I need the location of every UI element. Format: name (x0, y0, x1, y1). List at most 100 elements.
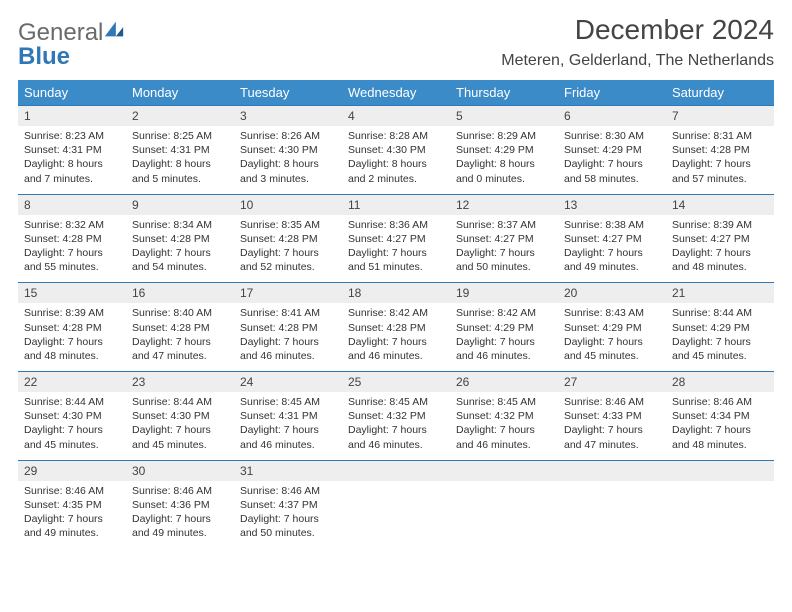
sunset-line: Sunset: 4:29 PM (456, 321, 552, 335)
calendar-day-cell: 30Sunrise: 8:46 AMSunset: 4:36 PMDayligh… (126, 460, 234, 549)
day-details: Sunrise: 8:44 AMSunset: 4:29 PMDaylight:… (666, 303, 774, 371)
day-details: Sunrise: 8:46 AMSunset: 4:37 PMDaylight:… (234, 481, 342, 549)
calendar-week-row: 8Sunrise: 8:32 AMSunset: 4:28 PMDaylight… (18, 194, 774, 283)
sunset-line: Sunset: 4:31 PM (132, 143, 228, 157)
sunrise-line: Sunrise: 8:43 AM (564, 306, 660, 320)
daylight-line: Daylight: 7 hours and 47 minutes. (564, 423, 660, 451)
calendar-day-cell: 27Sunrise: 8:46 AMSunset: 4:33 PMDayligh… (558, 371, 666, 460)
dow-tue: Tuesday (234, 80, 342, 105)
sunset-line: Sunset: 4:27 PM (348, 232, 444, 246)
sunset-line: Sunset: 4:29 PM (456, 143, 552, 157)
day-number: 30 (126, 460, 234, 481)
sunset-line: Sunset: 4:28 PM (24, 232, 120, 246)
day-details: Sunrise: 8:39 AMSunset: 4:27 PMDaylight:… (666, 215, 774, 283)
daylight-line: Daylight: 7 hours and 46 minutes. (240, 423, 336, 451)
daylight-line: Daylight: 8 hours and 5 minutes. (132, 157, 228, 185)
day-details (342, 481, 450, 540)
day-number: 15 (18, 282, 126, 303)
dow-thu: Thursday (450, 80, 558, 105)
day-number (666, 460, 774, 481)
calendar-day-cell: 15Sunrise: 8:39 AMSunset: 4:28 PMDayligh… (18, 282, 126, 371)
day-details (558, 481, 666, 540)
sunrise-line: Sunrise: 8:44 AM (672, 306, 768, 320)
day-number: 13 (558, 194, 666, 215)
calendar-empty-cell (342, 460, 450, 549)
daylight-line: Daylight: 8 hours and 0 minutes. (456, 157, 552, 185)
calendar-week-row: 15Sunrise: 8:39 AMSunset: 4:28 PMDayligh… (18, 282, 774, 371)
day-details (450, 481, 558, 540)
sunrise-line: Sunrise: 8:39 AM (672, 218, 768, 232)
day-number: 31 (234, 460, 342, 481)
sunset-line: Sunset: 4:32 PM (348, 409, 444, 423)
sunrise-line: Sunrise: 8:31 AM (672, 129, 768, 143)
location-subtitle: Meteren, Gelderland, The Netherlands (501, 52, 774, 70)
day-number: 10 (234, 194, 342, 215)
sunrise-line: Sunrise: 8:44 AM (132, 395, 228, 409)
dow-sat: Saturday (666, 80, 774, 105)
day-details: Sunrise: 8:28 AMSunset: 4:30 PMDaylight:… (342, 126, 450, 194)
day-details: Sunrise: 8:39 AMSunset: 4:28 PMDaylight:… (18, 303, 126, 371)
day-details: Sunrise: 8:30 AMSunset: 4:29 PMDaylight:… (558, 126, 666, 194)
daylight-line: Daylight: 7 hours and 55 minutes. (24, 246, 120, 274)
sunset-line: Sunset: 4:28 PM (240, 321, 336, 335)
day-details: Sunrise: 8:44 AMSunset: 4:30 PMDaylight:… (18, 392, 126, 460)
sunrise-line: Sunrise: 8:44 AM (24, 395, 120, 409)
day-number: 21 (666, 282, 774, 303)
sunset-line: Sunset: 4:27 PM (672, 232, 768, 246)
sunrise-line: Sunrise: 8:37 AM (456, 218, 552, 232)
day-number: 19 (450, 282, 558, 303)
calendar-day-cell: 29Sunrise: 8:46 AMSunset: 4:35 PMDayligh… (18, 460, 126, 549)
calendar-day-cell: 28Sunrise: 8:46 AMSunset: 4:34 PMDayligh… (666, 371, 774, 460)
sunrise-line: Sunrise: 8:46 AM (564, 395, 660, 409)
daylight-line: Daylight: 7 hours and 49 minutes. (24, 512, 120, 540)
day-details (666, 481, 774, 540)
day-details: Sunrise: 8:29 AMSunset: 4:29 PMDaylight:… (450, 126, 558, 194)
calendar-day-cell: 2Sunrise: 8:25 AMSunset: 4:31 PMDaylight… (126, 105, 234, 194)
day-details: Sunrise: 8:44 AMSunset: 4:30 PMDaylight:… (126, 392, 234, 460)
sunrise-line: Sunrise: 8:40 AM (132, 306, 228, 320)
sunset-line: Sunset: 4:29 PM (564, 321, 660, 335)
sunset-line: Sunset: 4:37 PM (240, 498, 336, 512)
calendar-day-cell: 26Sunrise: 8:45 AMSunset: 4:32 PMDayligh… (450, 371, 558, 460)
calendar-empty-cell (558, 460, 666, 549)
daylight-line: Daylight: 7 hours and 47 minutes. (132, 335, 228, 363)
day-number: 12 (450, 194, 558, 215)
daylight-line: Daylight: 7 hours and 49 minutes. (564, 246, 660, 274)
daylight-line: Daylight: 7 hours and 46 minutes. (348, 423, 444, 451)
dow-sun: Sunday (18, 80, 126, 105)
daylight-line: Daylight: 8 hours and 3 minutes. (240, 157, 336, 185)
daylight-line: Daylight: 8 hours and 2 minutes. (348, 157, 444, 185)
day-of-week-row: Sunday Monday Tuesday Wednesday Thursday… (18, 80, 774, 105)
day-details: Sunrise: 8:25 AMSunset: 4:31 PMDaylight:… (126, 126, 234, 194)
sunset-line: Sunset: 4:28 PM (672, 143, 768, 157)
sunset-line: Sunset: 4:31 PM (240, 409, 336, 423)
day-number: 2 (126, 105, 234, 126)
day-number: 27 (558, 371, 666, 392)
day-details: Sunrise: 8:36 AMSunset: 4:27 PMDaylight:… (342, 215, 450, 283)
page-title: December 2024 (501, 14, 774, 46)
sunset-line: Sunset: 4:35 PM (24, 498, 120, 512)
sunset-line: Sunset: 4:29 PM (672, 321, 768, 335)
calendar-day-cell: 5Sunrise: 8:29 AMSunset: 4:29 PMDaylight… (450, 105, 558, 194)
dow-wed: Wednesday (342, 80, 450, 105)
day-details: Sunrise: 8:45 AMSunset: 4:31 PMDaylight:… (234, 392, 342, 460)
daylight-line: Daylight: 7 hours and 48 minutes. (672, 423, 768, 451)
calendar-day-cell: 31Sunrise: 8:46 AMSunset: 4:37 PMDayligh… (234, 460, 342, 549)
day-number: 9 (126, 194, 234, 215)
day-details: Sunrise: 8:37 AMSunset: 4:27 PMDaylight:… (450, 215, 558, 283)
sunrise-line: Sunrise: 8:45 AM (456, 395, 552, 409)
day-details: Sunrise: 8:34 AMSunset: 4:28 PMDaylight:… (126, 215, 234, 283)
daylight-line: Daylight: 7 hours and 46 minutes. (456, 335, 552, 363)
sunset-line: Sunset: 4:27 PM (456, 232, 552, 246)
daylight-line: Daylight: 7 hours and 57 minutes. (672, 157, 768, 185)
daylight-line: Daylight: 8 hours and 7 minutes. (24, 157, 120, 185)
day-details: Sunrise: 8:35 AMSunset: 4:28 PMDaylight:… (234, 215, 342, 283)
day-number: 7 (666, 105, 774, 126)
sunrise-line: Sunrise: 8:29 AM (456, 129, 552, 143)
sunrise-line: Sunrise: 8:46 AM (240, 484, 336, 498)
dow-mon: Monday (126, 80, 234, 105)
sunset-line: Sunset: 4:27 PM (564, 232, 660, 246)
sunrise-line: Sunrise: 8:46 AM (24, 484, 120, 498)
day-number: 25 (342, 371, 450, 392)
sunset-line: Sunset: 4:30 PM (24, 409, 120, 423)
